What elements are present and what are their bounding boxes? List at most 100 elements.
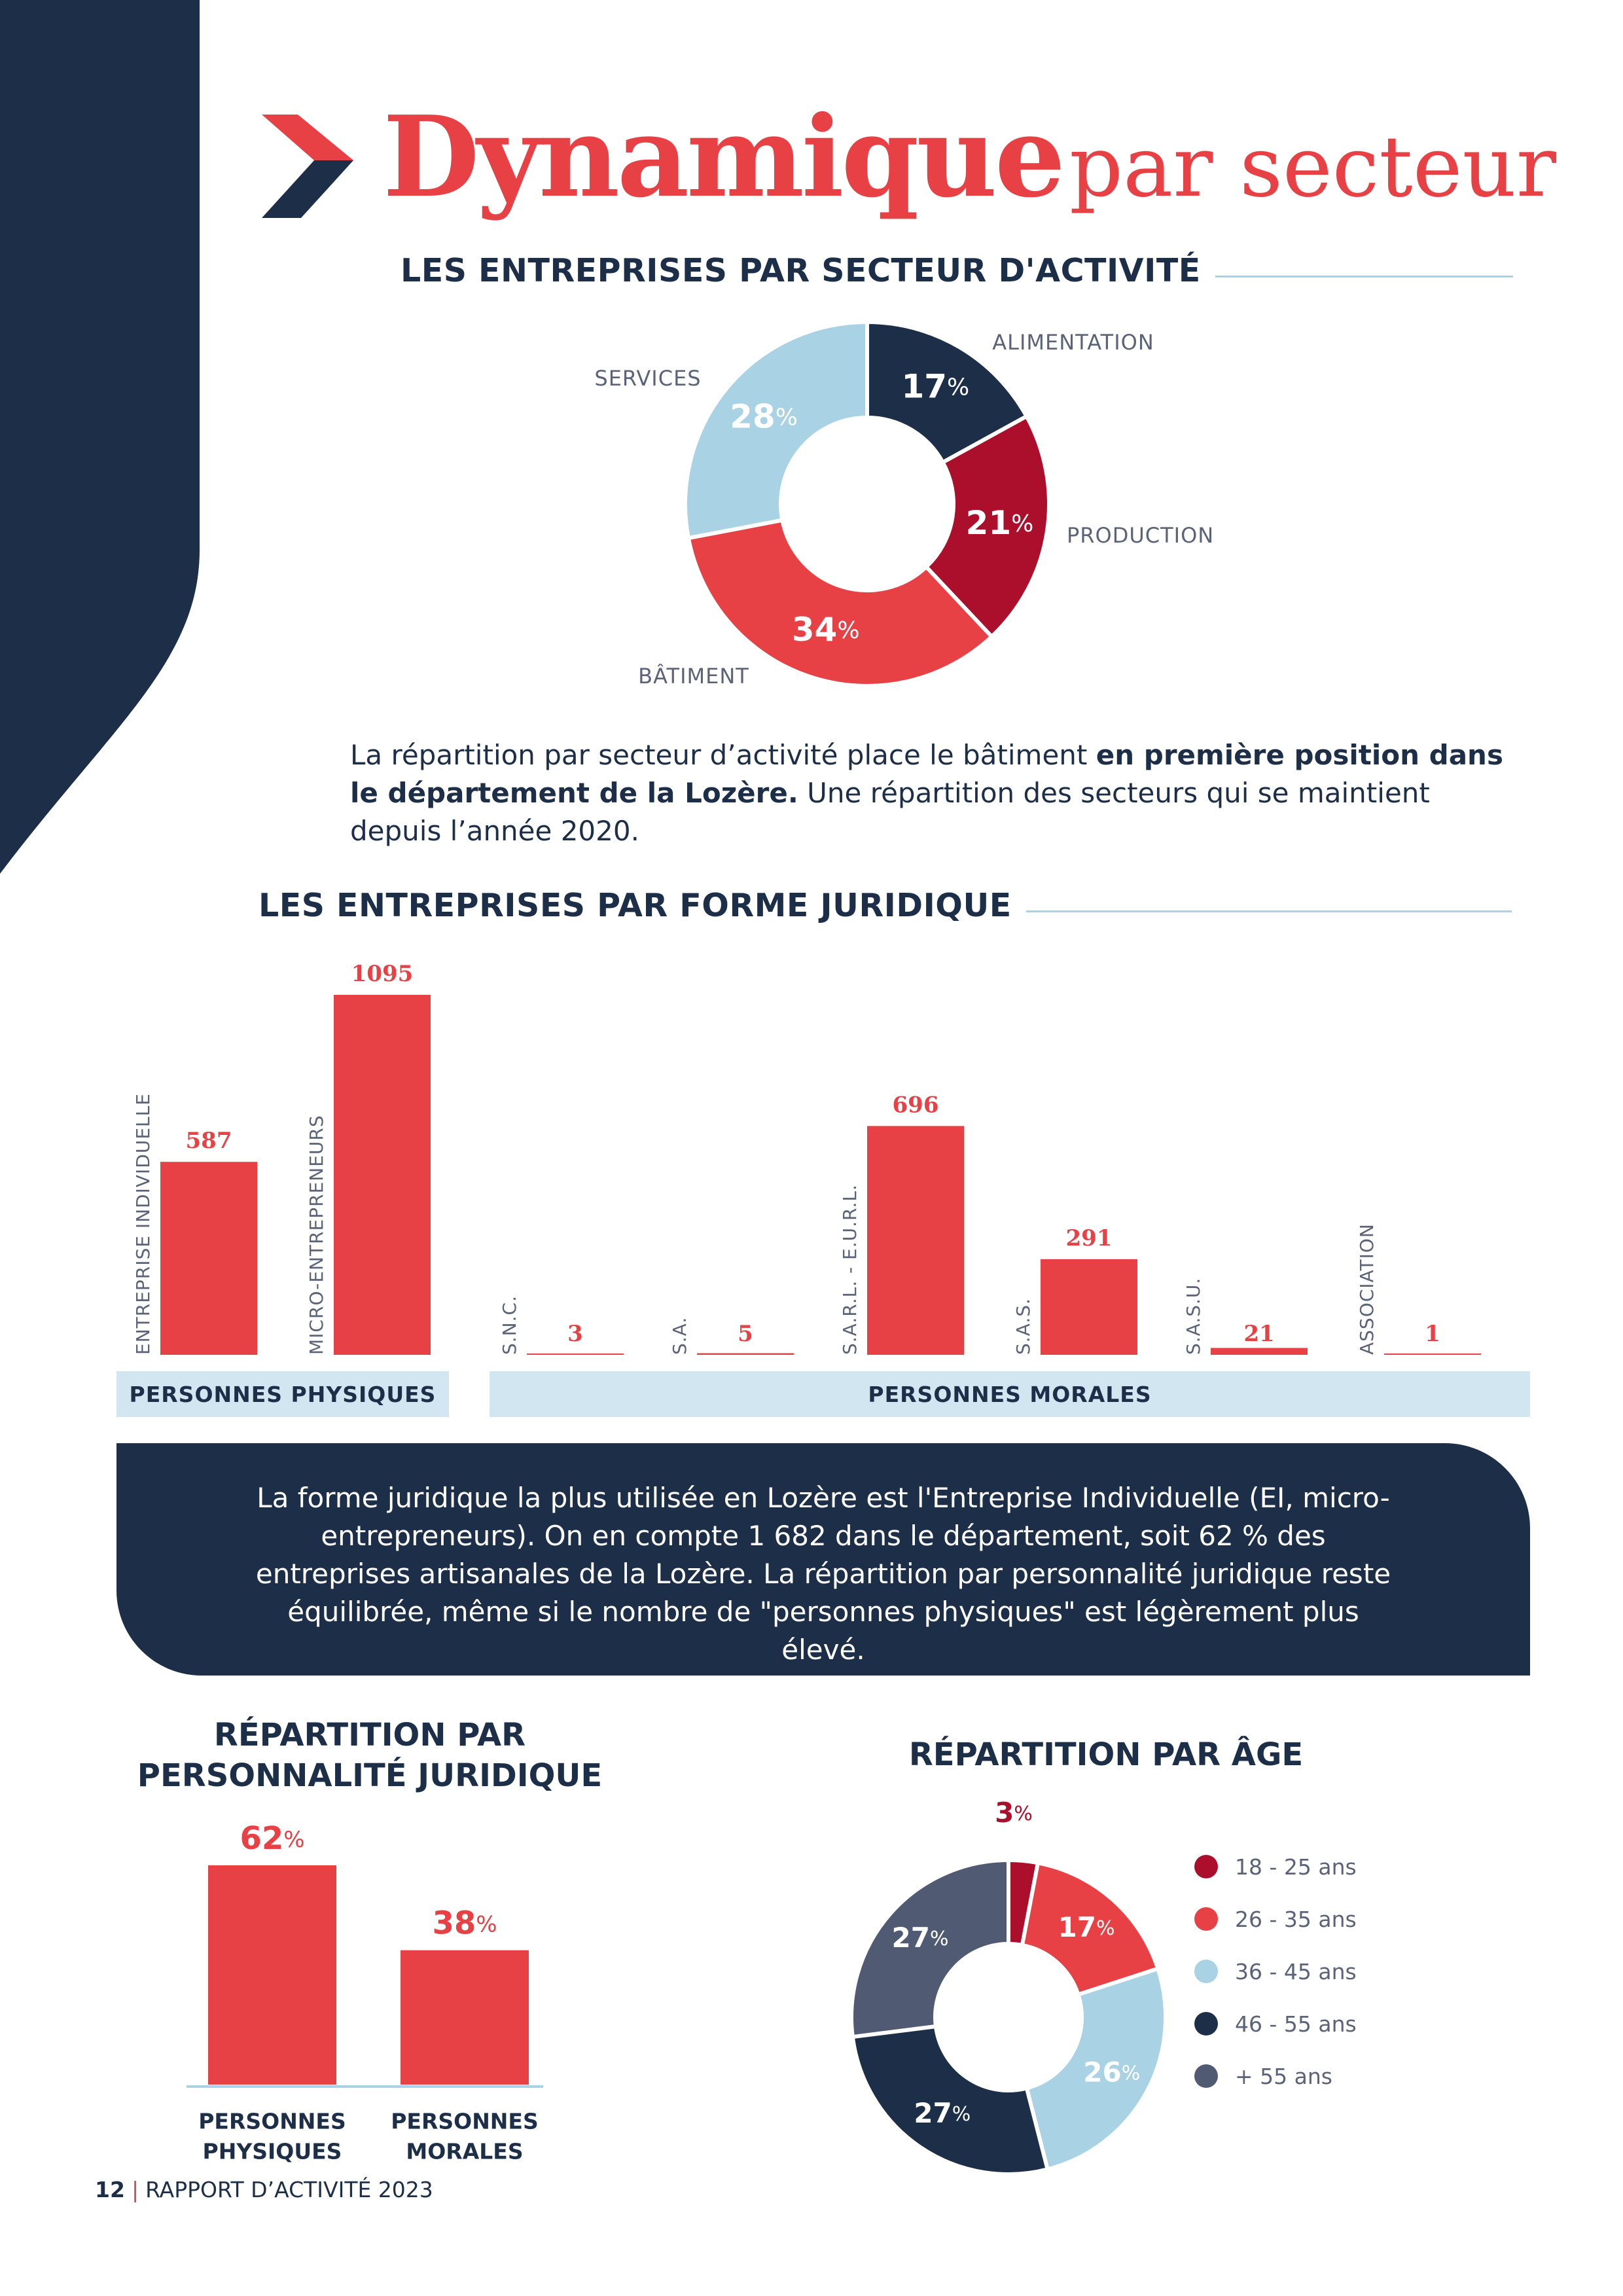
bar-value-label-s-a: 5	[738, 1321, 753, 1347]
bar-s-a-s	[1041, 1259, 1137, 1355]
legend-item-55-ans: + 55 ans	[1194, 2050, 1357, 2102]
personality-title-line2: PERSONNALITÉ JURIDIQUE	[137, 1757, 603, 1794]
brand-logo-icon	[262, 115, 353, 218]
slice-value-label-batiment: 34%	[792, 610, 860, 648]
bar-value-label-personnes-physiques: 62%	[240, 1820, 304, 1857]
section-heading-legal-text: LES ENTREPRISES PAR FORME JURIDIQUE	[259, 887, 1012, 924]
bar-association	[1384, 1354, 1481, 1355]
donut-slice-36-45-ans	[1024, 1966, 1168, 2172]
section-heading-sector-text: LES ENTREPRISES PAR SECTEUR D'ACTIVITÉ	[401, 252, 1201, 289]
bar-s-a	[697, 1353, 794, 1355]
sector-paragraph-part1: La répartition par secteur d’activité pl…	[350, 739, 1096, 771]
footer-separator: |	[131, 2177, 139, 2202]
legend-swatch	[1194, 2064, 1218, 2088]
age-title: RÉPARTITION PAR ÂGE	[908, 1736, 1304, 1773]
category-label-alimentation: ALIMENTATION	[992, 330, 1154, 355]
legend-swatch	[1194, 1855, 1218, 1878]
age-legend: 18 - 25 ans 26 - 35 ans 36 - 45 ans 46 - 55…	[1194, 1840, 1357, 2102]
legend-label: 46 - 55 ans	[1235, 2011, 1357, 2037]
section-heading-rule	[1026, 910, 1512, 912]
bar-category-label-personnes-physiques-line2: PHYSIQUES	[203, 2139, 342, 2164]
bar-value-label-s-n-c: 3	[567, 1321, 583, 1347]
footer-text: RAPPORT D’ACTIVITÉ 2023	[145, 2177, 433, 2202]
donut-slice-alimentation	[865, 319, 1029, 465]
bar-category-label-s-n-c: S.N.C.	[499, 1295, 520, 1355]
bar-micro-entrepreneurs	[334, 995, 431, 1355]
legend-label: 36 - 45 ans	[1235, 1958, 1357, 1984]
slice-value-label-18-25-ans: 3%	[995, 1797, 1033, 1829]
bar-category-label-micro-entrepreneurs: MICRO-ENTREPRENEURS	[306, 1115, 327, 1355]
personality-title-line1: RÉPARTITION PAR	[213, 1717, 526, 1753]
legend-item-36-45-ans: 36 - 45 ans	[1194, 1945, 1357, 1998]
legal-form-bar-chart: 587 ENTREPRISE INDIVIDUELLE 1095 MICRO-ENTR…	[132, 961, 1481, 1355]
bar-value-label-s-a-s-u: 21	[1243, 1321, 1274, 1347]
info-box-text: La forme juridique la plus utilisée en L…	[255, 1482, 1391, 1666]
age-donut-chart: 3% 17% 26% 27% 27%	[849, 1797, 1168, 2176]
bar-value-label-s-a-r-l-e-u-r-l: 696	[893, 1092, 939, 1118]
slice-value-label-36-45-ans: 26%	[1083, 2056, 1140, 2088]
bar-category-label-entreprise-individuelle: ENTREPRISE INDIVIDUELLE	[132, 1093, 154, 1355]
legend-item-26-35-ans: 26 - 35 ans	[1194, 1893, 1357, 1945]
slice-value-label-26-35-ans: 17%	[1058, 1910, 1115, 1943]
bar-category-label-s-a-r-l-e-u-r-l: S.A.R.L. - E.U.R.L.	[839, 1184, 861, 1355]
donut-slice-26-35-ans	[1020, 1860, 1161, 1998]
category-label-batiment: BÂTIMENT	[638, 664, 749, 689]
slice-value-label-services: 28%	[730, 397, 798, 435]
info-box: La forme juridique la plus utilisée en L…	[116, 1443, 1530, 1676]
bar-category-label-association: ASSOCIATION	[1356, 1223, 1378, 1355]
page-title: Dynamiquepar secteur	[383, 101, 1556, 213]
bar-category-label-s-a-s: S.A.S.	[1012, 1298, 1034, 1355]
donut-slice-services	[683, 319, 869, 541]
legend-item-18-25-ans: 18 - 25 ans	[1194, 1840, 1357, 1893]
bar-category-label-personnes-morales-line2: MORALES	[406, 2139, 523, 2164]
page-title-strong: Dynamique	[383, 92, 1065, 223]
section-heading-legal: LES ENTREPRISES PAR FORME JURIDIQUE	[259, 887, 1512, 924]
page-title-light: par secteur	[1069, 118, 1557, 216]
bar-category-label-s-a-s-u: S.A.S.U.	[1183, 1278, 1204, 1355]
sector-paragraph-part2: Une répartition des secteurs qui se main…	[350, 777, 1430, 847]
bar-category-label-personnes-morales-line1: PERSONNES	[391, 2109, 539, 2134]
bar-value-label-association: 1	[1425, 1321, 1440, 1347]
legend-swatch	[1194, 1960, 1218, 1983]
page-footer: 12 | RAPPORT D’ACTIVITÉ 2023	[95, 2177, 433, 2202]
slice-value-label-alimentation: 17%	[901, 367, 969, 405]
sector-paragraph: La répartition par secteur d’activité pl…	[350, 736, 1528, 850]
sector-donut-chart: 17% 21% 34% 28% ALIMENTATION PRODUCTION BÂTIME…	[594, 319, 1214, 689]
legend-swatch	[1194, 1907, 1218, 1931]
bar-value-label-entreprise-individuelle: 587	[186, 1128, 232, 1154]
donut-slice-55-ans	[849, 1857, 1010, 2039]
bar-personnes-physiques	[208, 1865, 336, 2085]
legend-label: 18 - 25 ans	[1235, 1854, 1357, 1880]
legend-item-46-55-ans: 46 - 55 ans	[1194, 1998, 1357, 2050]
slice-value-label-55-ans: 27%	[891, 1921, 948, 1953]
donut-slice-production	[923, 413, 1051, 639]
donut-slice-batiment	[686, 518, 995, 688]
bar-category-label-personnes-physiques-line1: PERSONNES	[198, 2109, 346, 2134]
bar-entreprise-individuelle	[160, 1162, 257, 1355]
section-heading-sector: LES ENTREPRISES PAR SECTEUR D'ACTIVITÉ	[401, 252, 1513, 289]
bar-value-label-micro-entrepreneurs: 1095	[351, 961, 414, 987]
category-label-production: PRODUCTION	[1067, 523, 1214, 548]
bar-s-a-r-l-e-u-r-l	[867, 1126, 964, 1355]
bar-category-label-s-a: S.A.	[669, 1317, 690, 1355]
legend-swatch	[1194, 2012, 1218, 2036]
bar-s-a-s-u	[1211, 1348, 1308, 1355]
bar-value-label-personnes-morales: 38%	[432, 1905, 497, 1942]
bar-personnes-morales	[401, 1950, 529, 2085]
personality-title: RÉPARTITION PAR PERSONNALITÉ JURIDIQUE	[111, 1715, 628, 1796]
slice-value-label-production: 21%	[966, 504, 1034, 542]
legend-label: + 55 ans	[1235, 2063, 1332, 2089]
side-decoration	[0, 0, 200, 874]
group-label-morales: PERSONNES MORALES	[490, 1371, 1530, 1417]
category-label-services: SERVICES	[594, 366, 701, 391]
page-number: 12	[95, 2177, 125, 2202]
sector-paragraph-bold: en première position dans le département…	[350, 739, 1503, 809]
group-label-physiques: PERSONNES PHYSIQUES	[116, 1371, 449, 1417]
donut-slice-46-55-ans	[850, 2024, 1050, 2176]
slice-value-label-46-55-ans: 27%	[914, 2096, 971, 2128]
bar-s-n-c	[527, 1354, 624, 1355]
personality-bar-chart: 62% PERSONNES PHYSIQUES 38% PERSONNES MORALES	[187, 1820, 543, 2164]
bar-value-label-s-a-s: 291	[1066, 1225, 1113, 1251]
section-heading-rule	[1215, 276, 1513, 278]
legend-label: 26 - 35 ans	[1235, 1906, 1357, 1932]
